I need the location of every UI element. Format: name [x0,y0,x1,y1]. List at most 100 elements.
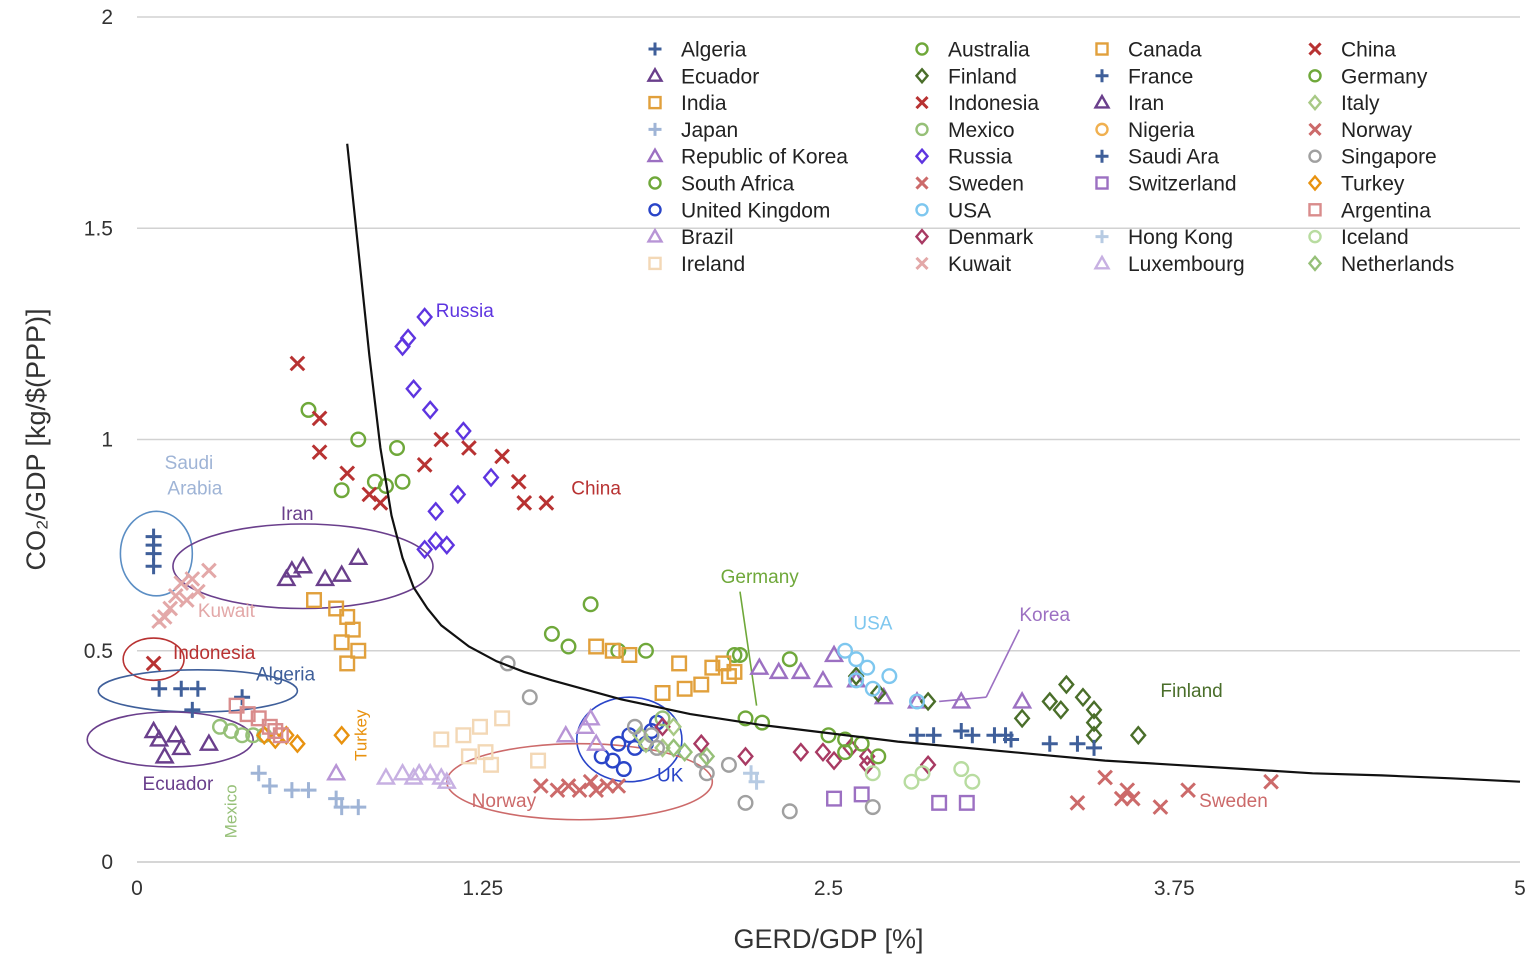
point-china [461,440,477,456]
point-algeria [173,680,190,697]
point-ecuador [198,733,219,751]
legend-marker-switzerland [1095,176,1109,190]
legend-marker-nigeria [1095,122,1109,137]
legend-item-luxembourg: Luxembourg [1093,253,1245,276]
annotation-russia: Russia [436,301,495,322]
point-argentina [250,710,267,727]
point-iran [276,568,297,587]
annotation-uk: UK [657,766,684,787]
point-russia [416,307,434,327]
point-iceland [914,765,931,782]
point-france [1086,739,1103,756]
annotation-germany: Germany [721,567,800,588]
point-china [289,355,306,372]
point-sweden [1097,769,1113,786]
legend-item-denmark: Denmark [914,226,1034,249]
point-luxembourg [420,762,441,781]
x-tick-label: 5 [1514,877,1526,900]
point-switzerland [853,786,870,803]
point-singapore [649,739,666,756]
point-india [333,634,350,651]
point-italy [665,716,682,737]
legend-label-iceland: Iceland [1341,226,1409,249]
legend: Algeria Ecuador India Japan Republic of Kore… [646,39,1454,276]
point-denmark [825,750,843,771]
point-china [339,465,356,482]
point-iceland [964,773,981,790]
point-argentina [272,727,289,744]
series-turkey [255,725,351,754]
legend-label-france: France [1128,65,1193,88]
legend-marker-ecuador [646,66,664,82]
legend-item-algeria: Algeria [648,39,747,62]
legend-marker-sweden [915,176,929,190]
annotation-ellipse-4 [86,711,254,768]
point-iceland [903,773,920,790]
legend-marker-russia [914,147,930,165]
legend-item-nigeria: Nigeria [1095,119,1195,142]
legend-label-usa: USA [948,199,991,222]
x-axis-ticks: 0 1.25 2.5 3.75 5 [131,877,1526,900]
point-germany [820,727,837,744]
legend-item-brazil: Brazil [646,226,734,249]
point-denmark [919,754,937,775]
legend-item-netherlands: Netherlands [1307,253,1454,276]
point-china [433,431,450,448]
legend-label-nigeria: Nigeria [1128,119,1195,142]
point-denmark [654,716,671,737]
point-russia [482,467,500,488]
point-ecuador [171,737,192,756]
series-iran [276,547,369,587]
legend-item-kuwait: Kuwait [915,253,1011,276]
point-france [1069,735,1086,752]
legend-label-india: India [681,92,727,115]
legend-item-italy: Italy [1307,92,1380,115]
series-canada [588,638,743,702]
point-norway [610,778,627,794]
legend-marker-usa [915,203,929,217]
point-algeria [151,680,168,697]
point-finland [869,683,887,703]
point-argentina [267,723,284,740]
point-sweden [1180,782,1196,799]
point-argentina [239,706,256,723]
point-russia [405,378,422,399]
point-iceland [953,761,970,778]
point-republic-of-korea [768,661,789,680]
point-japan [350,799,367,816]
point-finland [1058,674,1075,695]
point-denmark [858,754,876,775]
annotation-arabia: Arabia [167,478,222,499]
point-germany [853,735,870,752]
legend-label-canada: Canada [1128,39,1202,62]
point-australia [754,714,771,731]
annotation-ellipse-3 [97,668,299,713]
point-brazil [586,733,607,751]
legend-marker-china [1308,42,1322,56]
legend-marker-france [1095,69,1109,83]
point-republic-of-korea [749,657,770,675]
point-republic-of-korea [1012,691,1033,709]
point-japan [250,765,267,782]
point-india [306,592,323,609]
legend-label-algeria: Algeria [681,39,747,62]
point-china [416,456,433,473]
point-japan [328,790,345,807]
legend-item-turkey: Turkey [1307,173,1405,196]
point-south-africa [394,473,411,490]
annotation-ellipse-2 [122,637,185,682]
point-kuwait [201,562,217,579]
point-iran [292,555,314,574]
point-netherlands [665,738,682,758]
point-sweden [1263,773,1279,790]
series-netherlands [665,738,716,767]
legend-label-indonesia: Indonesia [948,92,1039,115]
data-points [143,307,1279,820]
point-annotations: Russia China Saudi Arabia Iran Kuwait Indonesi… [143,301,1268,838]
point-switzerland [931,794,948,811]
point-russia [449,484,467,505]
legend-marker-iran [1093,93,1111,109]
annotation-kuwait: Kuwait [198,601,256,622]
point-usa [864,680,881,697]
point-singapore [864,799,881,816]
